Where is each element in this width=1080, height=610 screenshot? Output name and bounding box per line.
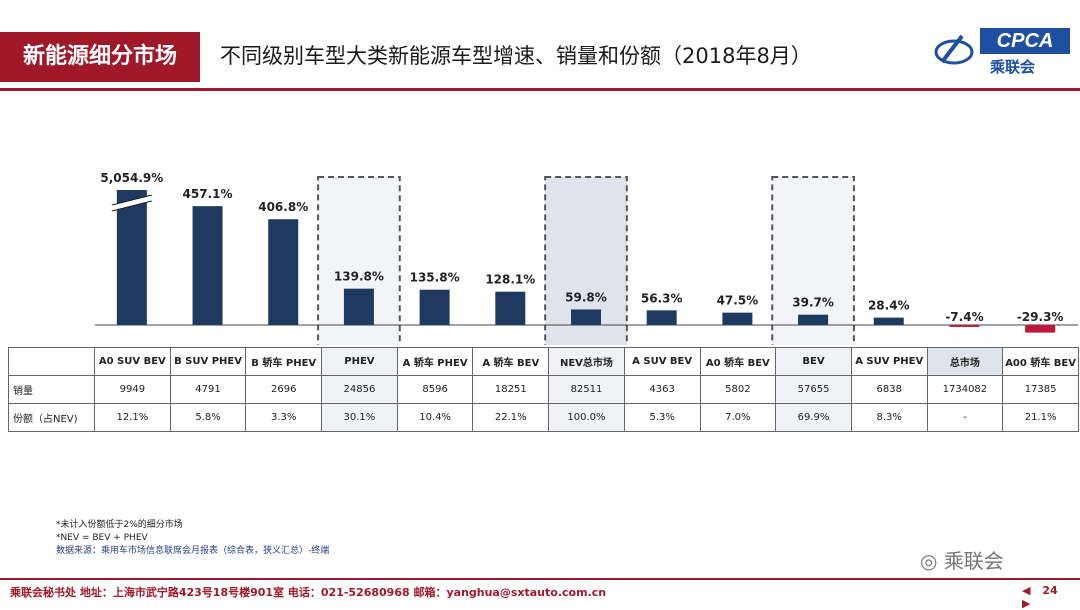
table-cell: 69.9% [775,403,852,432]
table-cell: 7.0% [699,403,777,432]
header: 新能源细分市场 不同级别车型大类新能源车型增速、销量和份额（2018年8月） C… [0,0,1080,92]
bar-value-label-10: 28.4% [868,299,910,313]
bar-3 [343,288,374,325]
table-header-row: A0 SUV BEV B SUV PHEV B 轿车 PHEV PHEV A 轿车 PH… [8,347,1079,376]
table-header-cell: B SUV PHEV [169,347,247,376]
axis-break-line-bottom [111,200,152,212]
logo-emblem-icon [934,34,974,65]
logo-cn-text: 乘联会 [990,58,1036,76]
wechat-watermark: ◎ 乘联会 [920,545,1004,574]
table-cell: 4791 [169,375,247,404]
bar-value-label-4: 135.8% [410,271,460,285]
table-cell: 24856 [321,375,398,404]
table-cell: 82511 [548,375,625,404]
table-row: 份额（占NEV) 12.1% 5.8% 3.3% 30.1% 10.4% 22.1% 100.… [8,403,1079,432]
table-row: 销量 9949 4791 2696 24856 8596 18251 82511 4363 580… [8,375,1079,404]
table-cell: 5802 [699,375,777,404]
bar-4 [419,289,450,325]
bar-value-label-7: 56.3% [641,291,683,305]
pager: ◀ 24 ▶ [1018,584,1080,610]
table-header-cell: PHEV [321,347,398,376]
section-tag: 新能源细分市场 [0,32,200,82]
table-header-cell: A00 轿车 BEV [1002,347,1079,376]
bar-5 [495,291,526,325]
table-header-cell: A SUV BEV [623,347,701,376]
notes: *未计入份额低于2%的细分市场 *NEV = BEV + PHEV 数据来源：乘… [56,519,329,558]
data-source-note: 数据来源：乘用车市场信息联席会月报表（综合表，狭义汇总）-终端 [56,546,330,556]
note-line-1: *未计入份额低于2%的细分市场 [56,520,183,530]
header-divider [0,88,1080,91]
table-cell: 12.1% [94,403,171,432]
table-cell: 1734082 [926,375,1004,404]
bar-value-label-12: -29.3% [1017,310,1064,324]
bar-12 [1025,325,1056,333]
table-cell: 100.0% [548,403,625,432]
table-cell: 5.8% [169,403,247,432]
table-cell: - [926,403,1004,432]
table-corner-cell [8,347,95,376]
wechat-icon: ◎ [920,549,938,573]
table-cell: 10.4% [396,403,474,432]
table-cell: 18251 [472,375,550,404]
bar-value-label-2: 406.8% [258,200,308,214]
table-header-cell: A 轿车 PHEV [396,347,474,376]
bar-value-label-5: 128.1% [485,273,535,287]
cpca-logo: CPCA 乘联会 [932,28,1072,76]
table-cell: 57655 [775,375,852,404]
page-number: 24 [1042,584,1058,597]
bar-7 [646,310,677,325]
bar-value-label-6: 59.8% [565,290,607,304]
next-page-icon[interactable]: ▶ [1022,597,1031,610]
table-header-cell: A0 SUV BEV [94,347,171,376]
table-cell: 8.3% [850,403,928,432]
table-header-cell: BEV [775,347,852,376]
bar-0 [116,190,147,325]
table-cell: 6838 [850,375,928,404]
bar-chart: 5,054.9% 457.1% 406.8% 139.8% 135.8% 128.1% 59… [95,171,1078,345]
table-header-cell: A SUV PHEV [850,347,928,376]
table-row-label: 销量 [8,375,95,404]
footer-divider [0,578,1080,580]
footer-contact: 乘联会秘书处 地址：上海市武宁路423号18号楼901室 电话：021-5268… [10,586,607,599]
prev-page-icon[interactable]: ◀ [1022,584,1031,597]
table-cell: 2696 [245,375,323,404]
table-cell: 21.1% [1002,403,1079,432]
table-cell: 9949 [94,375,171,404]
table-cell: 5.3% [623,403,701,432]
bar-11 [949,325,980,327]
bar-value-label-1: 457.1% [183,187,233,201]
bar-value-label-3: 139.8% [334,270,384,284]
logo-cpca-text: CPCA [980,28,1070,54]
table-cell: 30.1% [321,403,398,432]
axis-break-gap [111,195,153,211]
axis-break-line-top [111,194,152,206]
table-cell: 17385 [1002,375,1079,404]
bar-value-label-9: 39.7% [792,296,834,310]
bar-8 [722,312,753,325]
table-cell: 22.1% [472,403,550,432]
bar-value-label-0: 5,054.9% [100,171,163,185]
table-header-cell: B 轿车 PHEV [245,347,323,376]
bar-9 [798,314,829,325]
table-cell: 3.3% [245,403,323,432]
table-header-cell: NEV总市场 [548,347,625,376]
table-cell: 8596 [396,375,474,404]
table-header-cell: A0 轿车 BEV [699,347,777,376]
bar-1 [192,206,223,325]
table-header-cell: 总市场 [926,347,1004,376]
data-table: A0 SUV BEV B SUV PHEV B 轿车 PHEV PHEV A 轿车 PH… [8,347,1079,432]
wechat-watermark-text: 乘联会 [943,549,1004,573]
bar-10 [873,317,904,325]
table-row-label: 份额（占NEV) [8,403,95,432]
table-cell: 4363 [623,375,701,404]
bar-2 [268,219,299,325]
bar-value-label-11: -7.4% [945,310,983,324]
note-line-2: *NEV = BEV + PHEV [56,533,148,543]
page-title: 不同级别车型大类新能源车型增速、销量和份额（2018年8月） [220,44,812,68]
bar-value-label-8: 47.5% [717,294,759,308]
table-header-cell: A 轿车 BEV [472,347,550,376]
bar-6 [571,309,601,325]
